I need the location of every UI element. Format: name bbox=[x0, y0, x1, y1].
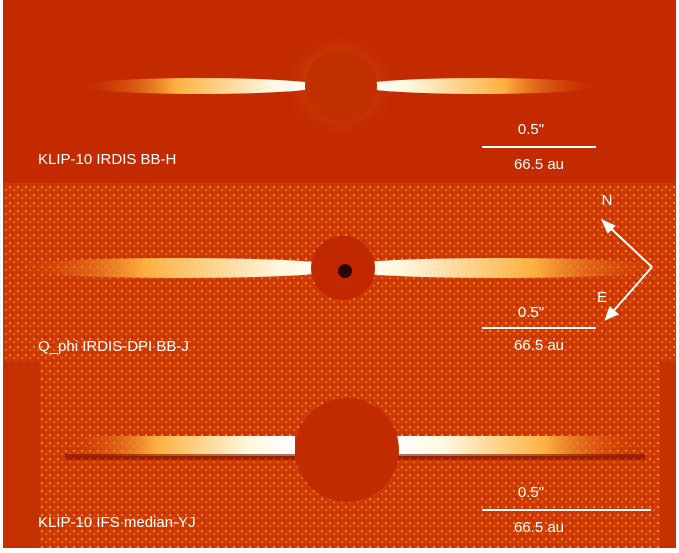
compass-north: N bbox=[602, 192, 613, 209]
panel-label: KLIP-10 IFS median-YJ bbox=[38, 514, 196, 531]
disk-shadow bbox=[65, 454, 295, 460]
panel-1: KLIP-10 IRDIS BB-H 0.5" 66.5 au bbox=[3, 0, 676, 183]
mask bbox=[295, 398, 399, 502]
disk-left bbox=[80, 78, 320, 94]
scale-au: 66.5 au bbox=[514, 337, 564, 354]
mask bbox=[305, 50, 377, 122]
scale-au: 66.5 au bbox=[514, 519, 564, 536]
panel-3: KLIP-10 IFS median-YJ 0.5" 66.5 au bbox=[3, 362, 676, 548]
disk-right bbox=[330, 258, 670, 278]
figure: KLIP-10 IRDIS BB-H 0.5" 66.5 au Q_phi IR… bbox=[0, 0, 679, 548]
disk-left bbox=[65, 436, 295, 456]
compass-east: E bbox=[597, 289, 607, 306]
disk-shadow bbox=[395, 454, 645, 460]
panel-label: KLIP-10 IRDIS BB-H bbox=[38, 151, 176, 168]
scale-arcsec: 0.5" bbox=[518, 121, 544, 138]
panel-2: Q_phi IRDIS-DPI BB-J 0.5" 66.5 au N E bbox=[3, 183, 676, 362]
scale-au: 66.5 au bbox=[514, 156, 564, 173]
disk-right bbox=[360, 78, 600, 94]
scale-arcsec: 0.5" bbox=[518, 484, 544, 501]
center bbox=[338, 264, 352, 278]
panel-label: Q_phi IRDIS-DPI BB-J bbox=[38, 338, 189, 355]
scale-arcsec: 0.5" bbox=[518, 304, 544, 321]
disk-right bbox=[395, 436, 645, 456]
disk-left bbox=[10, 258, 350, 278]
